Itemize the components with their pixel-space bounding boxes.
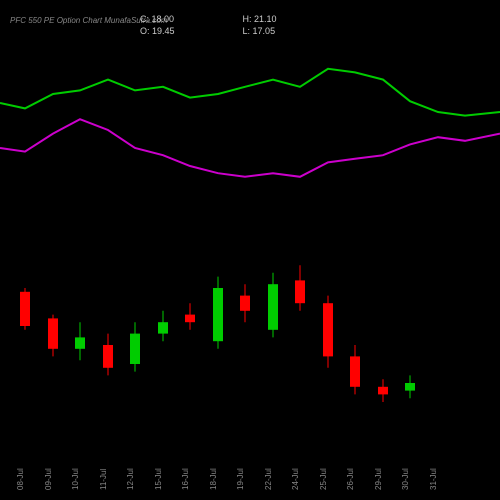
open-value: 19.45: [152, 26, 175, 36]
x-axis: 08-Jul 09-Jul 10-Jul 11-Jul 12-Jul 15-Jul 16-J…: [0, 440, 500, 490]
candle: [103, 334, 113, 376]
low-label: L:: [243, 26, 251, 36]
x-tick-label: 09-Jul: [44, 468, 53, 490]
line-upper: [0, 69, 500, 116]
x-tick-label: 22-Jul: [264, 468, 273, 490]
candle: [295, 265, 305, 311]
x-tick-label: 19-Jul: [236, 468, 245, 490]
x-tick-label: 12-Jul: [126, 468, 135, 490]
line-lower: [0, 119, 500, 177]
candlestick-panel: [0, 250, 500, 440]
x-tick-label: 10-Jul: [71, 468, 80, 490]
candle: [378, 379, 388, 402]
high-label: H:: [243, 14, 252, 24]
x-tick-label: 16-Jul: [181, 468, 190, 490]
close-value: 18.00: [152, 14, 175, 24]
x-tick-label: 24-Jul: [291, 468, 300, 490]
candle: [405, 375, 415, 398]
candle: [158, 311, 168, 341]
candle: [48, 315, 58, 357]
x-tick-label: 25-Jul: [319, 468, 328, 490]
candle: [185, 303, 195, 330]
candle: [130, 322, 140, 371]
open-label: O:: [140, 26, 150, 36]
x-tick-label: 30-Jul: [401, 468, 410, 490]
x-tick-label: 31-Jul: [429, 468, 438, 490]
x-tick-label: 29-Jul: [374, 468, 383, 490]
x-tick-label: 11-Jul: [99, 469, 108, 490]
x-tick-label: 08-Jul: [16, 468, 25, 490]
x-tick-label: 15-Jul: [154, 468, 163, 490]
chart-container: PFC 550 PE Option Chart MunafaSutra.com …: [0, 0, 500, 500]
candle: [268, 273, 278, 338]
ohlc-header: C: 18.00 H: 21.10 O: 19.45 L: 17.05: [140, 14, 343, 37]
candle: [323, 296, 333, 368]
indicator-lines: [0, 40, 500, 220]
candle: [240, 284, 250, 322]
candle: [75, 322, 85, 360]
candle: [350, 345, 360, 394]
close-label: C:: [140, 14, 149, 24]
x-tick-label: 18-Jul: [209, 468, 218, 490]
candle: [213, 277, 223, 349]
x-tick-label: 26-Jul: [346, 468, 355, 490]
high-value: 21.10: [254, 14, 277, 24]
low-value: 17.05: [253, 26, 276, 36]
candle: [20, 288, 30, 330]
